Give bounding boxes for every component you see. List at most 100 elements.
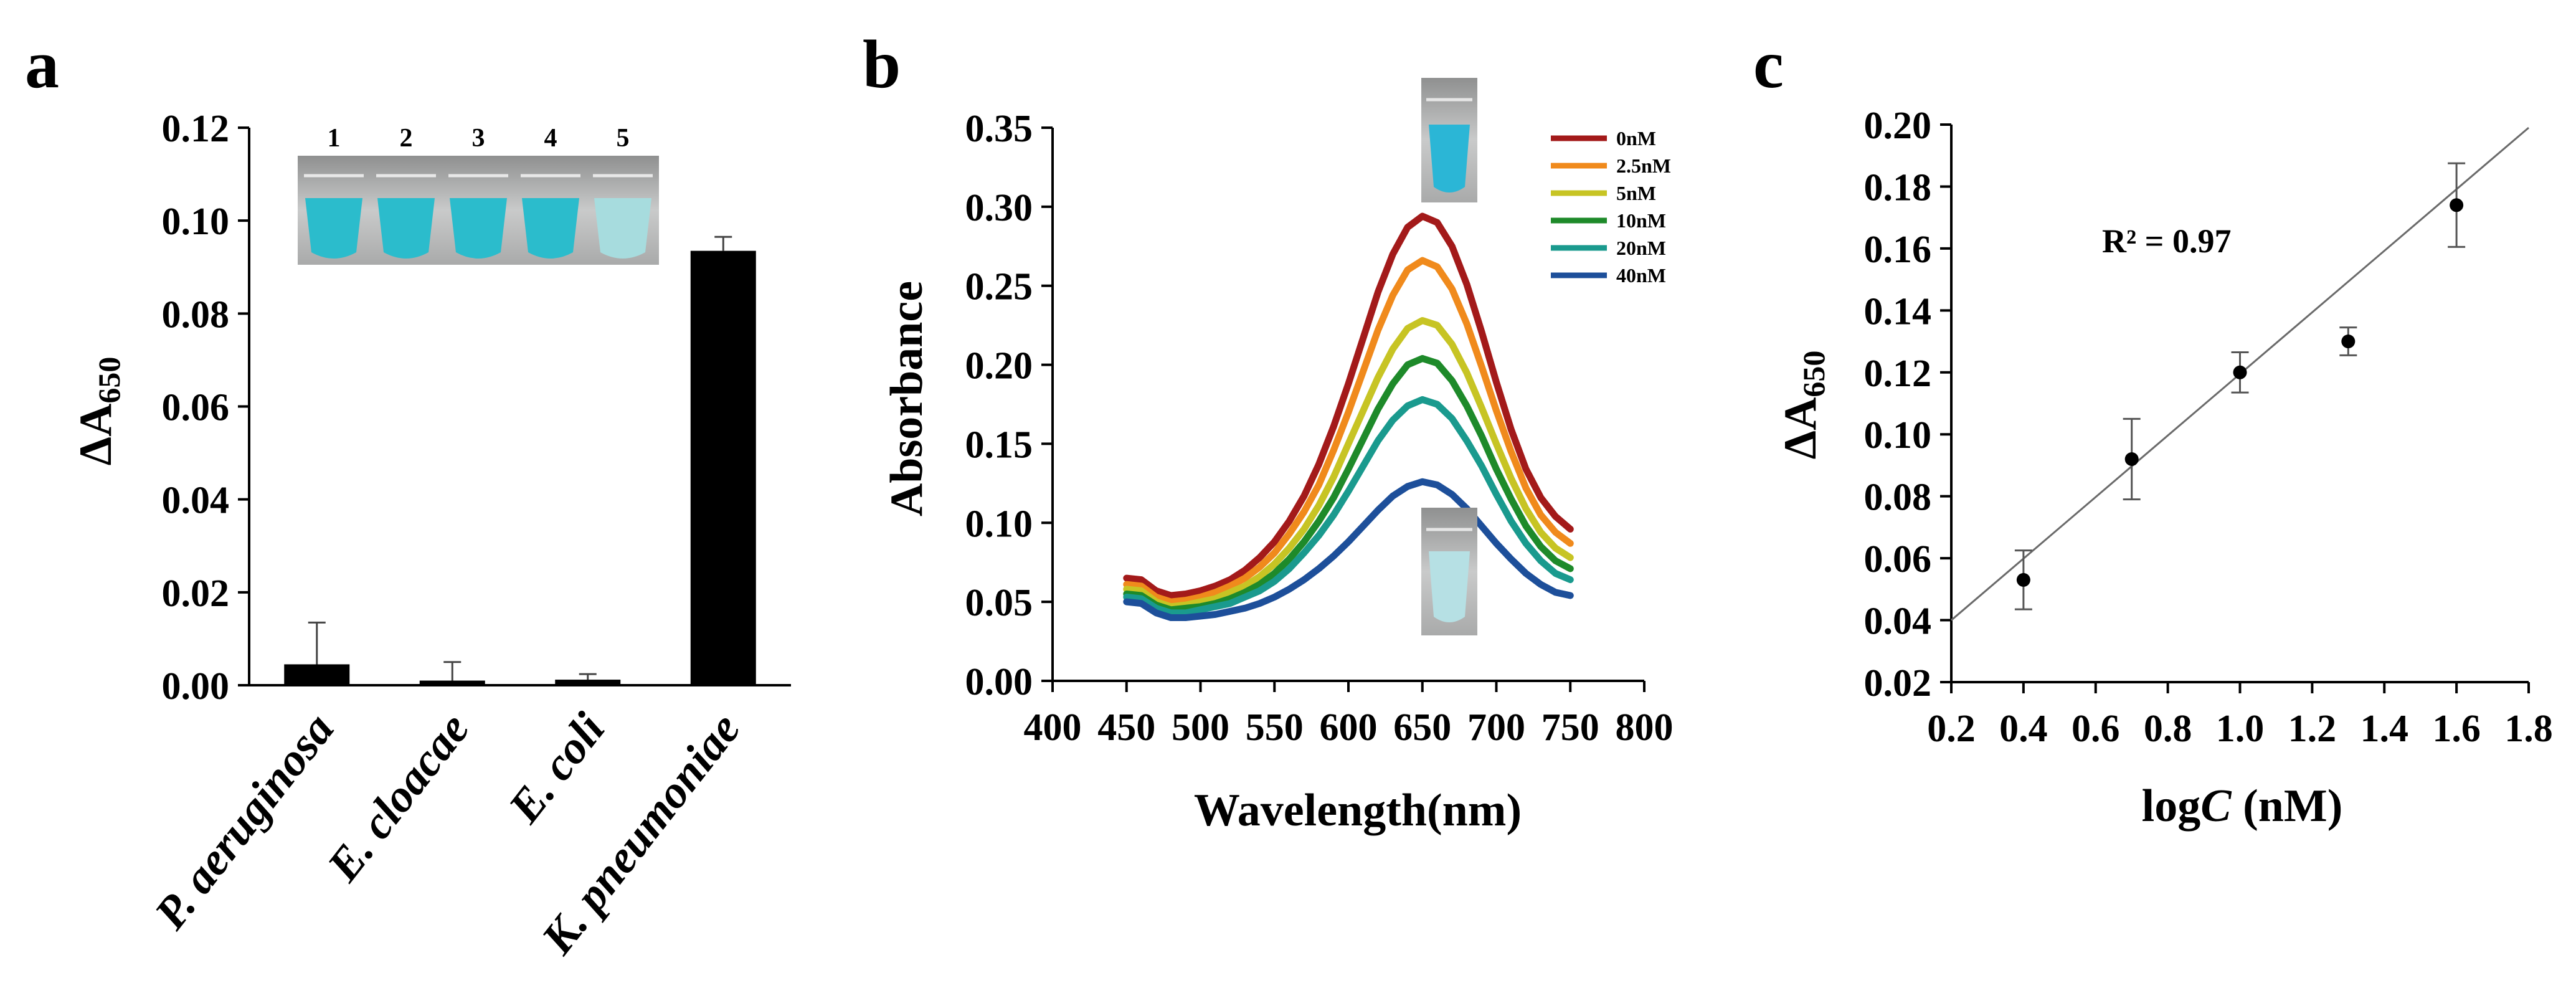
- panel-c-data-point: [2124, 452, 2139, 466]
- panel-a-tube-liquid: [450, 198, 507, 259]
- panel-b-legend: 0nM 2.5nM 5nM 10nM 20nM 40nM: [1551, 127, 1671, 287]
- panel-b-x-tick-label: 600: [1320, 706, 1378, 749]
- panel-b-x-tick-label: 650: [1393, 706, 1451, 749]
- panel-c-x-ticks: 0.2 0.4 0.6 0.8 1.0 1.2 1.4 1.6 1.8: [1927, 682, 2553, 750]
- panel-b-tube-top-liquid: [1429, 125, 1470, 192]
- panel-a-tube-number: 1: [328, 124, 341, 153]
- panel-c-y-axis-title: ΔA650: [1775, 351, 1831, 460]
- panel-b-x-tick-label: 400: [1024, 706, 1082, 749]
- panel-a-tube-photo: 1 2 3 4 5: [298, 124, 659, 265]
- panel-c-y-tick-label: 0.02: [1864, 662, 1932, 705]
- panel-b-x-tick-label: 800: [1616, 706, 1674, 749]
- panel-b-series-line: [1123, 317, 1574, 610]
- panel-c-x-tick-label: 0.4: [1999, 708, 2048, 750]
- panel-c-x-tick-label: 0.2: [1927, 708, 1976, 750]
- panel-a-tube-liquid: [305, 198, 362, 259]
- panel-b-y-tick-label: 0.20: [965, 345, 1033, 387]
- panel-a-bars: [284, 235, 756, 685]
- panel-a-tube-number: 2: [400, 124, 413, 153]
- panel-c-y-tick-label: 0.08: [1864, 477, 1932, 519]
- panel-a-y-tick-label: 0.10: [162, 201, 230, 243]
- panel-c-data-point: [2016, 572, 2030, 587]
- panel-b-y-tick-label: 0.35: [965, 108, 1033, 150]
- panel-c-y-tick-label: 0.16: [1864, 229, 1932, 271]
- panel-b-label: b: [863, 26, 901, 102]
- panel-c-y-tick-label: 0.10: [1864, 414, 1932, 457]
- panel-b-series-line: [1123, 257, 1574, 605]
- panel-a-y-axis-title: ΔA650: [70, 357, 126, 466]
- panel-b-legend-label: 0nM: [1616, 127, 1656, 150]
- panel-c-data-point: [2450, 198, 2464, 212]
- panel-b-y-tick-label: 0.30: [965, 187, 1033, 229]
- panel-b-x-tick-label: 500: [1172, 706, 1229, 749]
- panel-b-y-tick-label: 0.10: [965, 503, 1033, 545]
- panel-a-tube-liquid: [377, 198, 435, 259]
- panel-c-y-tick-label: 0.14: [1864, 290, 1932, 333]
- panel-b-y-ticks: 0.00 0.05 0.10 0.15 0.20 0.25 0.30 0.35: [965, 108, 1053, 703]
- panel-c-r2-annotation: R² = 0.97: [2102, 222, 2231, 260]
- panel-a-category-label: E. cloacae: [318, 704, 480, 891]
- panel-a-y-tick-label: 0.12: [162, 108, 230, 150]
- panel-b-legend-label: 10nM: [1616, 209, 1666, 232]
- panel-a-tube-liquid: [594, 198, 651, 259]
- panel-a-tube-number: 3: [472, 124, 485, 153]
- panel-b-y-tick-label: 0.15: [965, 424, 1033, 466]
- panel-b-series-line: [1123, 212, 1574, 599]
- panel-a-tube-number: 4: [544, 124, 557, 153]
- panel-a-category-label: E. coli: [498, 704, 615, 833]
- panel-b-y-tick-label: 0.05: [965, 582, 1033, 624]
- panel-c-x-tick-label: 0.8: [2144, 708, 2192, 750]
- panel-a-category-label: P. aeruginosa: [144, 704, 344, 939]
- panel-b-series: [1123, 212, 1574, 621]
- panel-b-x-ticks: 400 450 500 550 600 650 700 750 800: [1024, 681, 1674, 749]
- panel-a-y-tick-label: 0.02: [162, 572, 230, 615]
- panel-b-tube-top: [1421, 78, 1477, 202]
- panel-c-x-tick-label: 0.6: [2072, 708, 2120, 750]
- panel-c-y-tick-label: 0.06: [1864, 538, 1932, 581]
- panel-a-tubes: 1 2 3 4 5: [304, 124, 653, 259]
- panel-a-label: a: [25, 26, 59, 102]
- panel-c-y-tick-label: 0.20: [1864, 105, 1932, 147]
- panel-c-x-tick-label: 1.0: [2216, 708, 2265, 750]
- panel-b-legend-label: 5nM: [1616, 182, 1656, 204]
- panel-b-legend-label: 40nM: [1616, 264, 1666, 287]
- panel-b-tube-bottom: [1421, 508, 1477, 635]
- panel-c-x-tick-label: 1.4: [2361, 708, 2409, 750]
- panel-b: b 0.00 0.05 0.10 0.15 0.20 0.25 0.30 0.35 400 45…: [863, 26, 1674, 836]
- panel-c-x-tick-label: 1.8: [2504, 708, 2553, 750]
- panel-a-bar: [284, 664, 350, 685]
- panel-c-y-tick-label: 0.04: [1864, 601, 1932, 643]
- panel-a: a 0.00 0.02 0.04 0.06 0.08 0.10 0.12 ΔA650 P. …: [25, 26, 791, 964]
- panel-b-x-tick-label: 700: [1467, 706, 1525, 749]
- panel-c-label: c: [1753, 26, 1784, 102]
- panel-c-y-tick-label: 0.18: [1864, 166, 1932, 209]
- panel-c-x-tick-label: 1.2: [2288, 708, 2337, 750]
- panel-c-data-point: [2233, 365, 2247, 379]
- panel-c-y-tick-label: 0.12: [1864, 353, 1932, 395]
- panel-c-data-point: [2341, 335, 2356, 349]
- panel-c-y-ticks: 0.02 0.04 0.06 0.08 0.10 0.12 0.14 0.16 0.18 0.20: [1864, 105, 1951, 705]
- panel-c-x-tick-label: 1.6: [2432, 708, 2481, 750]
- panel-b-legend-label: 20nM: [1616, 237, 1666, 259]
- panel-b-x-tick-label: 750: [1541, 706, 1599, 749]
- panel-b-tube-bottom-liquid: [1429, 551, 1470, 622]
- panel-b-x-tick-label: 450: [1097, 706, 1155, 749]
- panel-c-plot: [1951, 126, 2529, 621]
- panel-b-series-line: [1123, 478, 1574, 621]
- panel-a-y-tick-label: 0.04: [162, 480, 230, 522]
- panel-a-y-tick-label: 0.08: [162, 293, 230, 336]
- panel-b-x-axis-title: Wavelength(nm): [1194, 785, 1522, 836]
- panel-a-bar: [690, 250, 756, 685]
- panel-a-tube-number: 5: [617, 124, 630, 153]
- panel-b-x-tick-label: 550: [1246, 706, 1304, 749]
- panel-a-y-ticks: 0.00 0.02 0.04 0.06 0.08 0.10 0.12: [162, 108, 249, 708]
- panel-b-y-tick-label: 0.25: [965, 266, 1033, 308]
- panel-a-bar: [419, 680, 485, 685]
- panel-a-tube-liquid: [522, 198, 579, 259]
- panel-a-bar: [555, 680, 621, 685]
- panel-b-legend-label: 2.5nM: [1616, 154, 1671, 177]
- panel-b-y-axis-title: Absorbance: [881, 281, 932, 516]
- panel-b-series-line: [1123, 396, 1574, 617]
